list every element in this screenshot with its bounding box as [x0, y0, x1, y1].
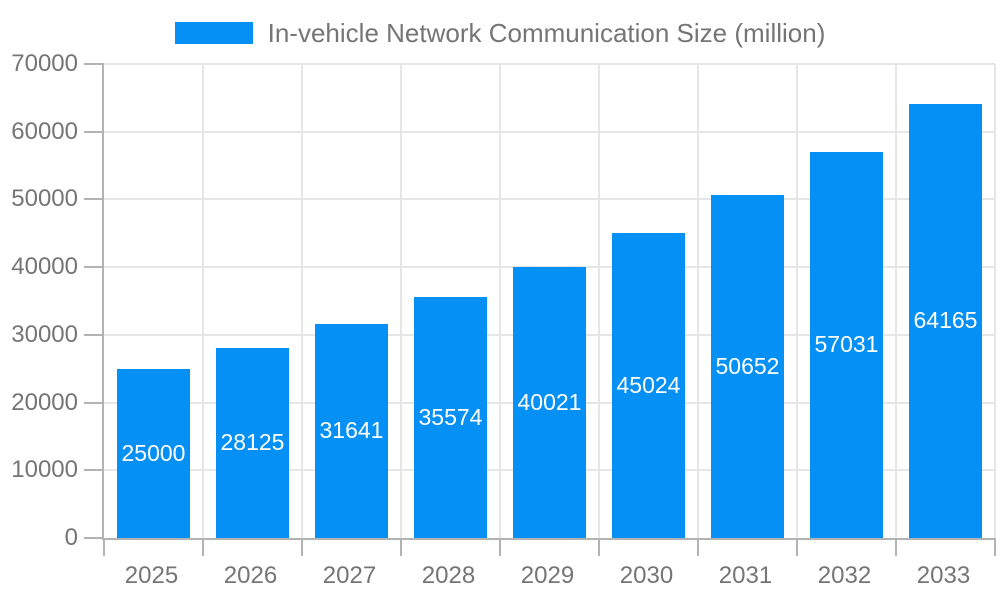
- x-axis-tick: [103, 538, 105, 556]
- x-axis-label: 2028: [421, 562, 476, 589]
- x-axis-tick: [202, 538, 204, 556]
- gridline-v: [399, 64, 402, 538]
- bar-value-label: 57031: [814, 331, 879, 358]
- bar-value-label: 40021: [517, 389, 582, 415]
- bar[interactable]: 50652: [711, 195, 784, 538]
- bar[interactable]: 25000: [117, 368, 190, 538]
- x-axis-label: 2026: [223, 562, 278, 589]
- bar-value-label: 45024: [616, 372, 681, 399]
- bar-value-label: 64165: [913, 307, 978, 334]
- bar[interactable]: 31641: [315, 323, 388, 538]
- x-axis-label: 2033: [916, 562, 971, 589]
- legend: In-vehicle Network Communication Size (m…: [0, 18, 1000, 48]
- y-axis-label: 60000: [11, 117, 78, 145]
- y-axis-tick: [84, 401, 104, 404]
- gridline-v: [301, 64, 303, 538]
- x-axis-tick: [598, 538, 600, 556]
- x-axis-tick: [696, 538, 699, 556]
- y-axis-label: 40000: [11, 253, 78, 281]
- bar-value-label: 25000: [121, 439, 186, 466]
- gridline-v: [895, 64, 897, 538]
- y-axis: 0 10000 20000 30000 40000 50000 60000 70000: [0, 52, 78, 550]
- y-axis-label: 10000: [11, 456, 78, 484]
- y-axis-tick: [84, 266, 104, 269]
- x-axis-tick: [895, 538, 897, 556]
- y-axis-tick: [84, 469, 104, 472]
- bar[interactable]: 35574: [414, 297, 487, 538]
- y-axis-tick: [84, 537, 104, 539]
- bar-value-label: 28125: [220, 429, 285, 456]
- x-axis-label: 2030: [619, 562, 674, 589]
- y-axis-label: 0: [64, 524, 78, 551]
- bar-value-label: 35574: [418, 404, 483, 431]
- x-axis-tick: [499, 538, 501, 556]
- plot-area: 25000 28125 31641 35574 40021 45024 50652 57031…: [84, 63, 996, 556]
- x-axis-label: 2029: [520, 562, 575, 589]
- x-axis-label: 2031: [718, 562, 773, 589]
- gridline-v: [598, 64, 600, 538]
- gridline-v: [994, 64, 996, 538]
- gridline-h: [104, 198, 995, 201]
- x-axis-tick: [399, 538, 402, 556]
- y-axis-label: 70000: [11, 50, 78, 77]
- bar-value-label: 50652: [715, 353, 780, 379]
- y-axis-label: 30000: [11, 320, 78, 348]
- x-axis-label: 2027: [322, 562, 377, 589]
- bar-value-label: 31641: [319, 417, 384, 444]
- x-axis-tick: [994, 538, 996, 556]
- x-axis-label: 2025: [124, 562, 179, 589]
- gridline-v: [202, 64, 204, 538]
- bar[interactable]: 45024: [612, 233, 685, 538]
- bar[interactable]: 64165: [909, 103, 982, 538]
- gridline-h: [104, 130, 995, 133]
- y-axis-label: 20000: [11, 388, 78, 416]
- gridline-v: [696, 64, 699, 538]
- bar[interactable]: 57031: [810, 151, 883, 538]
- bar[interactable]: 28125: [216, 347, 289, 538]
- gridline-v: [499, 64, 501, 538]
- legend-label: In-vehicle Network Communication Size (m…: [267, 17, 826, 48]
- y-axis-tick: [84, 130, 104, 133]
- y-axis-tick: [84, 198, 104, 201]
- gridline-h: [104, 63, 995, 65]
- x-axis: 2025 2026 2027 2028 2029 2030 2031 2032 2033: [102, 558, 993, 594]
- y-axis-tick: [84, 333, 104, 336]
- bar[interactable]: 40021: [513, 267, 586, 538]
- y-axis-label: 50000: [11, 185, 78, 213]
- y-axis-tick: [84, 63, 104, 65]
- legend-swatch: [174, 22, 253, 44]
- x-axis-label: 2032: [817, 562, 872, 589]
- x-axis-tick: [796, 538, 798, 556]
- x-axis-tick: [301, 538, 303, 556]
- gridline-v: [796, 64, 798, 538]
